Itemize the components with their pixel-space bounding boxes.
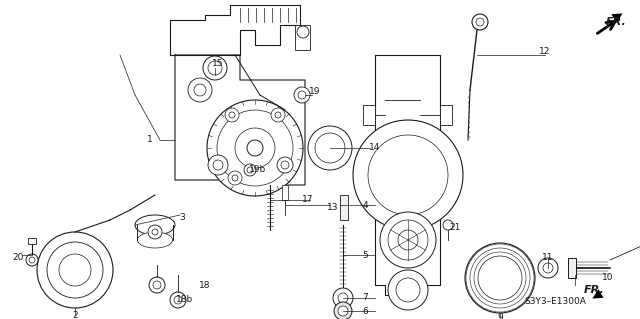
- Circle shape: [188, 78, 212, 102]
- Circle shape: [26, 254, 38, 266]
- Circle shape: [478, 256, 522, 300]
- Circle shape: [275, 112, 281, 118]
- Text: FR.: FR.: [606, 17, 627, 27]
- Circle shape: [338, 293, 348, 303]
- Text: 18b: 18b: [177, 295, 194, 305]
- Circle shape: [338, 306, 348, 316]
- Circle shape: [353, 120, 463, 230]
- Bar: [568, 258, 576, 278]
- Circle shape: [47, 242, 103, 298]
- Ellipse shape: [138, 232, 173, 248]
- Text: 6: 6: [362, 308, 368, 316]
- Circle shape: [472, 14, 488, 30]
- Circle shape: [368, 135, 448, 215]
- Text: 7: 7: [362, 293, 368, 302]
- Circle shape: [297, 26, 309, 38]
- Circle shape: [247, 140, 263, 156]
- Circle shape: [443, 220, 453, 230]
- Text: 20: 20: [12, 254, 24, 263]
- Circle shape: [153, 281, 161, 289]
- Circle shape: [59, 254, 91, 286]
- Text: 10: 10: [602, 273, 614, 283]
- Circle shape: [174, 296, 182, 304]
- Ellipse shape: [135, 215, 175, 235]
- Circle shape: [388, 220, 428, 260]
- Text: 19b: 19b: [250, 166, 267, 174]
- Bar: [282, 185, 288, 200]
- Text: 13: 13: [327, 204, 339, 212]
- Circle shape: [543, 263, 553, 273]
- Text: 21: 21: [449, 224, 461, 233]
- Circle shape: [398, 230, 418, 250]
- Circle shape: [29, 257, 35, 263]
- Circle shape: [203, 56, 227, 80]
- Circle shape: [315, 133, 345, 163]
- Text: FR.: FR.: [584, 285, 605, 295]
- Circle shape: [388, 270, 428, 310]
- Text: 2: 2: [72, 310, 78, 319]
- Bar: [363, 105, 375, 125]
- Circle shape: [380, 212, 436, 268]
- Circle shape: [333, 288, 353, 308]
- Circle shape: [208, 61, 222, 75]
- Text: 9: 9: [497, 314, 503, 319]
- Circle shape: [271, 108, 285, 122]
- Circle shape: [148, 225, 162, 239]
- Text: 18: 18: [199, 280, 211, 290]
- Circle shape: [37, 232, 113, 308]
- Circle shape: [281, 161, 289, 169]
- Circle shape: [149, 277, 165, 293]
- Circle shape: [298, 91, 306, 99]
- Circle shape: [294, 87, 310, 103]
- Circle shape: [225, 108, 239, 122]
- Text: 4: 4: [362, 201, 368, 210]
- Text: 19: 19: [309, 87, 321, 97]
- Bar: [340, 195, 348, 220]
- Circle shape: [235, 128, 275, 168]
- Circle shape: [247, 167, 253, 173]
- Bar: [440, 105, 452, 125]
- Circle shape: [465, 243, 535, 313]
- Text: 3: 3: [179, 213, 185, 222]
- Circle shape: [213, 160, 223, 170]
- Text: 17: 17: [302, 196, 314, 204]
- Bar: [28, 238, 36, 244]
- Text: 15: 15: [212, 58, 224, 68]
- Circle shape: [208, 155, 228, 175]
- Text: 1: 1: [147, 136, 153, 145]
- Text: S3Y3–E1300A: S3Y3–E1300A: [524, 298, 586, 307]
- Circle shape: [244, 164, 256, 176]
- Circle shape: [277, 157, 293, 173]
- Circle shape: [229, 112, 235, 118]
- Bar: [295, 25, 310, 50]
- Text: 11: 11: [542, 254, 554, 263]
- Circle shape: [217, 110, 293, 186]
- Text: 12: 12: [540, 48, 550, 56]
- Circle shape: [308, 126, 352, 170]
- Circle shape: [232, 175, 238, 181]
- Circle shape: [207, 100, 303, 196]
- Circle shape: [334, 302, 352, 319]
- Circle shape: [396, 278, 420, 302]
- Circle shape: [170, 292, 186, 308]
- Circle shape: [476, 18, 484, 26]
- Text: 5: 5: [362, 250, 368, 259]
- Circle shape: [152, 229, 158, 235]
- Circle shape: [228, 171, 242, 185]
- Text: 14: 14: [369, 144, 381, 152]
- Circle shape: [194, 84, 206, 96]
- Circle shape: [538, 258, 558, 278]
